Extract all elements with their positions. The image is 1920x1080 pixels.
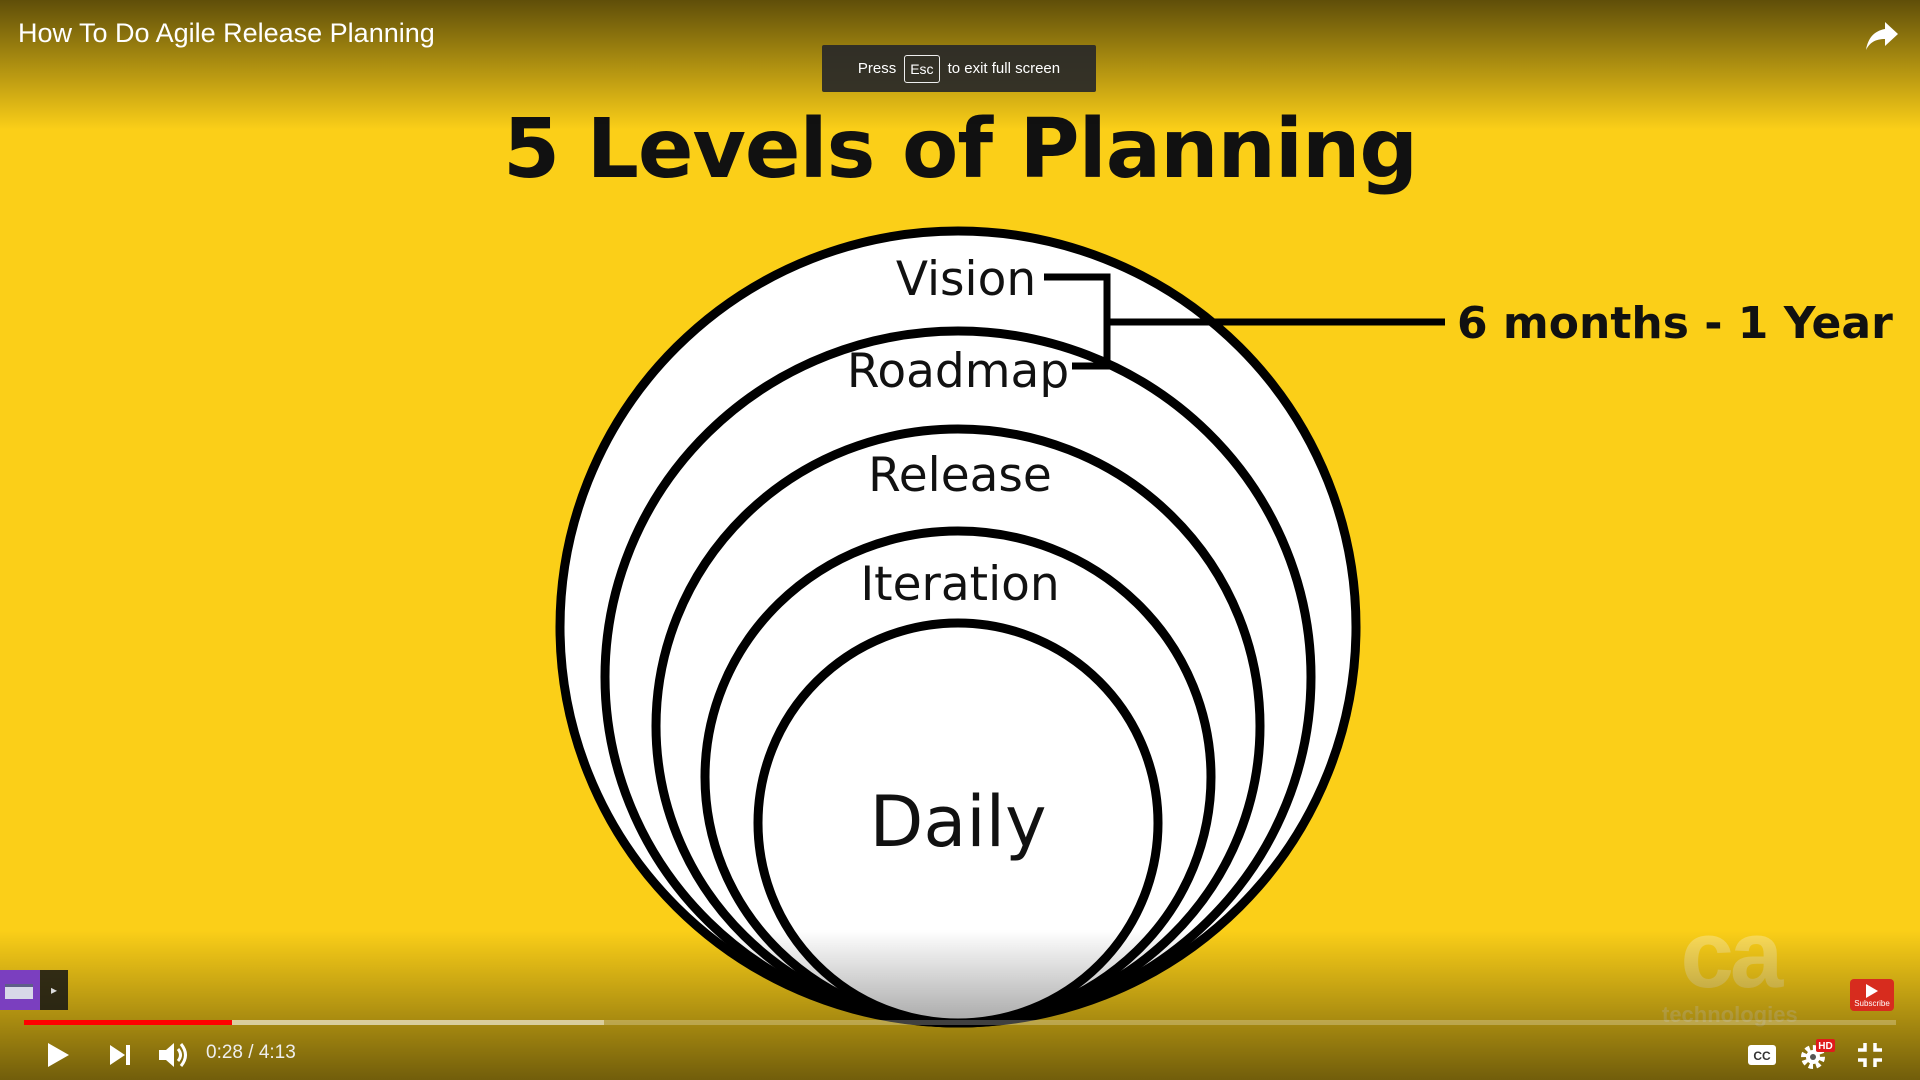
time-display: 0:28 / 4:13 — [206, 1042, 296, 1063]
timeframe-label: 6 months - 1 Year — [1457, 298, 1893, 349]
play-icon — [48, 1043, 69, 1067]
volume-icon — [159, 1043, 187, 1067]
level-label-release: Release — [868, 448, 1052, 503]
settings-button[interactable]: HD — [1792, 1030, 1840, 1080]
level-label-roadmap: Roadmap — [847, 344, 1069, 399]
info-card-teaser[interactable]: ▸ — [0, 970, 68, 1010]
toast-press-text: Press — [857, 60, 897, 77]
svg-text:CC: CC — [1753, 1049, 1771, 1063]
bottom-gradient — [0, 930, 1920, 1080]
hd-badge-label: HD — [1818, 1041, 1832, 1052]
chevron-right-icon[interactable]: ▸ — [40, 970, 68, 1010]
bracket-connector — [1044, 273, 1445, 370]
next-icon — [110, 1045, 130, 1065]
share-icon[interactable] — [1864, 20, 1900, 52]
player-controls: 0:28 / 4:13 CC HD — [0, 1030, 1920, 1080]
progress-buffered — [24, 1020, 605, 1025]
volume-button[interactable] — [152, 1030, 196, 1080]
card-thumbnail[interactable] — [0, 970, 40, 1010]
progress-played — [24, 1020, 232, 1025]
exit-fullscreen-button[interactable] — [1846, 1030, 1894, 1080]
cc-icon: CC — [1748, 1045, 1776, 1065]
exit-fullscreen-icon — [1858, 1043, 1882, 1067]
next-button[interactable] — [98, 1030, 142, 1080]
subscribe-button[interactable]: Subscribe — [1850, 979, 1894, 1011]
level-label-vision: Vision — [896, 252, 1036, 307]
gear-icon — [1801, 1045, 1825, 1069]
toast-message: to exit full screen — [947, 60, 1061, 77]
level-label-daily: Daily — [869, 781, 1046, 863]
video-title[interactable]: How To Do Agile Release Planning — [18, 18, 435, 48]
play-button[interactable] — [36, 1030, 80, 1080]
progress-bar[interactable] — [24, 1020, 1896, 1025]
subscribe-label: Subscribe — [1854, 999, 1890, 1008]
captions-button[interactable]: CC — [1740, 1030, 1784, 1080]
youtube-play-icon — [1866, 984, 1878, 998]
level-label-iteration: Iteration — [860, 557, 1059, 612]
esc-key-badge: Esc — [904, 54, 940, 83]
hd-badge — [1816, 1039, 1835, 1052]
fullscreen-toast: Press Esc to exit full screen — [822, 45, 1096, 92]
